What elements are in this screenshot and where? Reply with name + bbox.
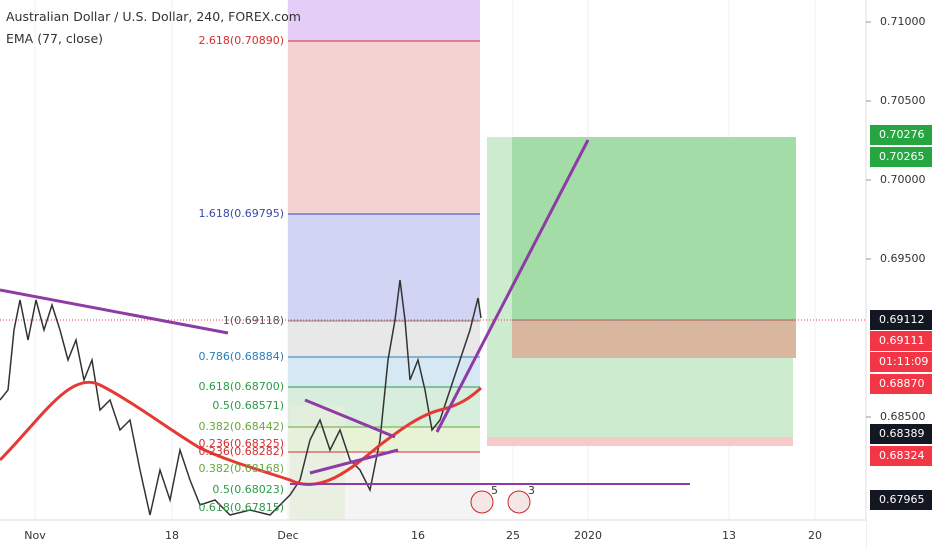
time-axis-panel [0,520,866,550]
price-tag-label: 0.70265 [879,150,925,163]
time-label: 18 [165,529,179,542]
fib-label: 0.382(0.68442) [198,420,284,433]
price-series [0,279,482,516]
price-tag [870,424,932,444]
fib-label: 0.618(0.68700) [198,380,284,393]
fib-label: 0.786(0.68884) [198,350,284,363]
fib-label: 0.236(0.68282) [198,445,284,458]
symbol-title: Australian Dollar / U.S. Dollar, 240, FO… [6,9,301,24]
price-tag [870,490,932,510]
price-tag-label: 0.68870 [879,377,925,390]
time-label: 25 [506,529,520,542]
time-label: Dec [277,529,298,542]
price-tick-label: 0.71000 [880,15,926,28]
time-label: Nov [24,529,46,542]
indicator-legend: EMA (77, close) [6,31,104,46]
price-tag-label: 0.68389 [879,427,925,440]
price-tag-label: 0.67965 [879,493,925,506]
price-tag [870,352,932,372]
price-tick-label: 0.70000 [880,173,926,186]
price-tag [870,446,932,466]
price-tag [870,125,932,145]
price-tick-label: 0.70500 [880,94,926,107]
event-icon [470,490,494,514]
labels: 0.71000 0.70500 0.70000 0.69500 0.68500 0.702… [24,15,932,542]
fib-label: 1(0.69118) [223,314,284,327]
position-tool [487,137,796,446]
fib-label: 1.618(0.69795) [198,207,284,220]
time-label: 2020 [574,529,602,542]
price-tag-label: 0.69111 [879,334,925,347]
price-tag [870,331,932,351]
event-count: 3 [528,484,535,497]
time-label: 20 [808,529,822,542]
price-tag [870,147,932,167]
fib-label: 2.618(0.70890) [198,34,284,47]
price-tick-label: 0.69500 [880,252,926,265]
price-tag-label: 01:11:09 [879,355,928,368]
price-tag-label: 0.69112 [879,313,925,326]
ema-line [0,380,483,486]
price-axis-panel [866,0,932,550]
price-tag-label: 0.70276 [879,128,925,141]
fib-label: 0.5(0.68023) [212,483,284,496]
fib-label: 0.5(0.68571) [212,399,284,412]
event-icon [507,490,531,514]
price-tag [870,310,932,330]
price-tick-label: 0.68500 [880,410,926,423]
price-tag-label: 0.68324 [879,449,925,462]
time-label: 16 [411,529,425,542]
fib-label: 0.236(0.68325) [198,437,284,450]
time-label: 13 [722,529,736,542]
trendlines [0,139,690,485]
price-tag [870,374,932,394]
event-count: 5 [491,484,498,497]
fib-label: 0.382(0.68168) [198,462,284,475]
fib-label: 0.618(0.67815) [198,501,284,514]
